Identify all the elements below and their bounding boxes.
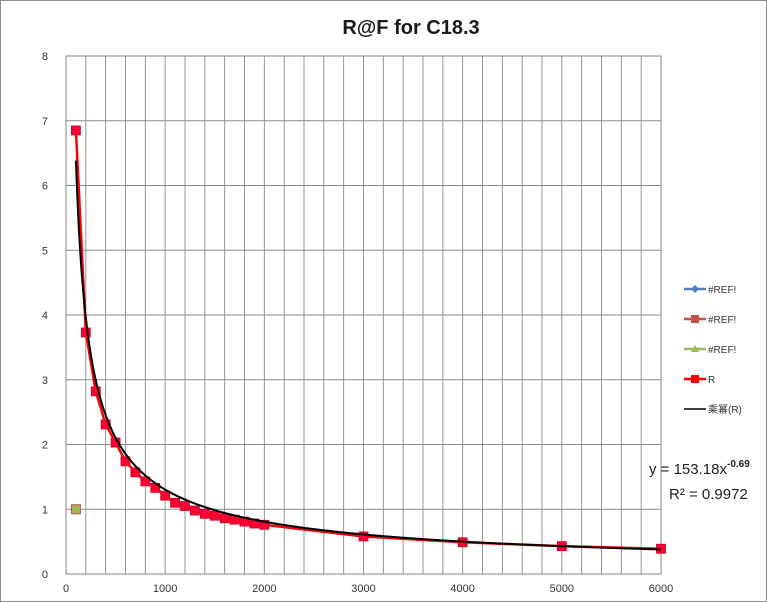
equation-text: y = 153.18x — [649, 461, 727, 478]
y-tick-label: 4 — [42, 310, 48, 322]
legend-label: #REF! — [708, 285, 736, 296]
legend-marker — [691, 285, 699, 293]
y-tick-label: 6 — [42, 181, 48, 193]
series-ref-point — [70, 504, 81, 515]
legend-label: #REF! — [708, 315, 736, 326]
legend-item: #REF! — [684, 285, 736, 296]
data-points — [70, 125, 666, 554]
series-r-point — [130, 467, 141, 478]
series-r-point — [209, 510, 220, 521]
series-r-point — [90, 386, 101, 397]
series-r-point — [180, 501, 190, 511]
trendline-equation: y = 153.18x-0.69 R² = 0.9972 — [649, 459, 750, 503]
svg-text:y = 153.18x-0.69: y = 153.18x-0.69 — [649, 459, 750, 478]
y-tick-label: 1 — [42, 504, 48, 516]
equation-exponent: -0.69 — [727, 459, 750, 470]
x-tick-label: 5000 — [550, 583, 574, 595]
legend-marker — [691, 315, 699, 323]
legend-item: R — [684, 375, 715, 386]
legend-item: #REF! — [684, 315, 736, 326]
y-tick-label: 3 — [42, 375, 48, 387]
legend-label: #REF! — [708, 345, 736, 356]
y-tick-label: 2 — [42, 440, 48, 452]
legend-marker — [691, 345, 699, 352]
legend-item: 乘幂(R) — [684, 404, 742, 416]
series-r-point — [160, 490, 171, 501]
series-r-point — [219, 513, 230, 524]
series-r-point — [71, 125, 81, 136]
x-tick-label: 1000 — [153, 583, 177, 595]
y-axis-ticks: 0 1 2 3 4 5 6 7 8 — [42, 51, 48, 581]
x-tick-label: 3000 — [351, 583, 375, 595]
y-tick-label: 7 — [42, 116, 48, 128]
y-tick-label: 5 — [42, 245, 48, 257]
series-r-point — [140, 476, 151, 487]
series-r-point — [80, 327, 91, 338]
legend-item: #REF! — [684, 345, 736, 356]
y-tick-label: 8 — [42, 51, 48, 63]
series-r-point — [259, 519, 270, 530]
r-squared-text: R² = 0.9972 — [669, 486, 748, 503]
series-r-point — [170, 497, 180, 508]
legend-marker — [691, 375, 699, 383]
legend: #REF! #REF! #REF! R 乘幂(R) — [684, 285, 742, 416]
x-tick-label: 0 — [63, 583, 69, 595]
x-tick-label: 2000 — [252, 583, 276, 595]
legend-label: 乘幂(R) — [708, 404, 742, 416]
series-r-point — [190, 505, 200, 516]
plot-area: 0 1 2 3 4 5 6 7 8 0 1000 2000 3000 4000 5000 6000 — [42, 51, 673, 595]
series-r-point — [358, 531, 369, 542]
series-r-point — [199, 508, 210, 519]
legend-label: R — [708, 375, 715, 386]
chart-title: R@F for C18.3 — [342, 17, 479, 39]
x-axis-ticks: 0 1000 2000 3000 4000 5000 6000 — [63, 583, 673, 595]
x-tick-label: 6000 — [649, 583, 673, 595]
x-tick-label: 4000 — [450, 583, 474, 595]
trendline — [74, 160, 662, 551]
gridlines — [66, 56, 661, 574]
y-tick-label: 0 — [42, 569, 48, 581]
